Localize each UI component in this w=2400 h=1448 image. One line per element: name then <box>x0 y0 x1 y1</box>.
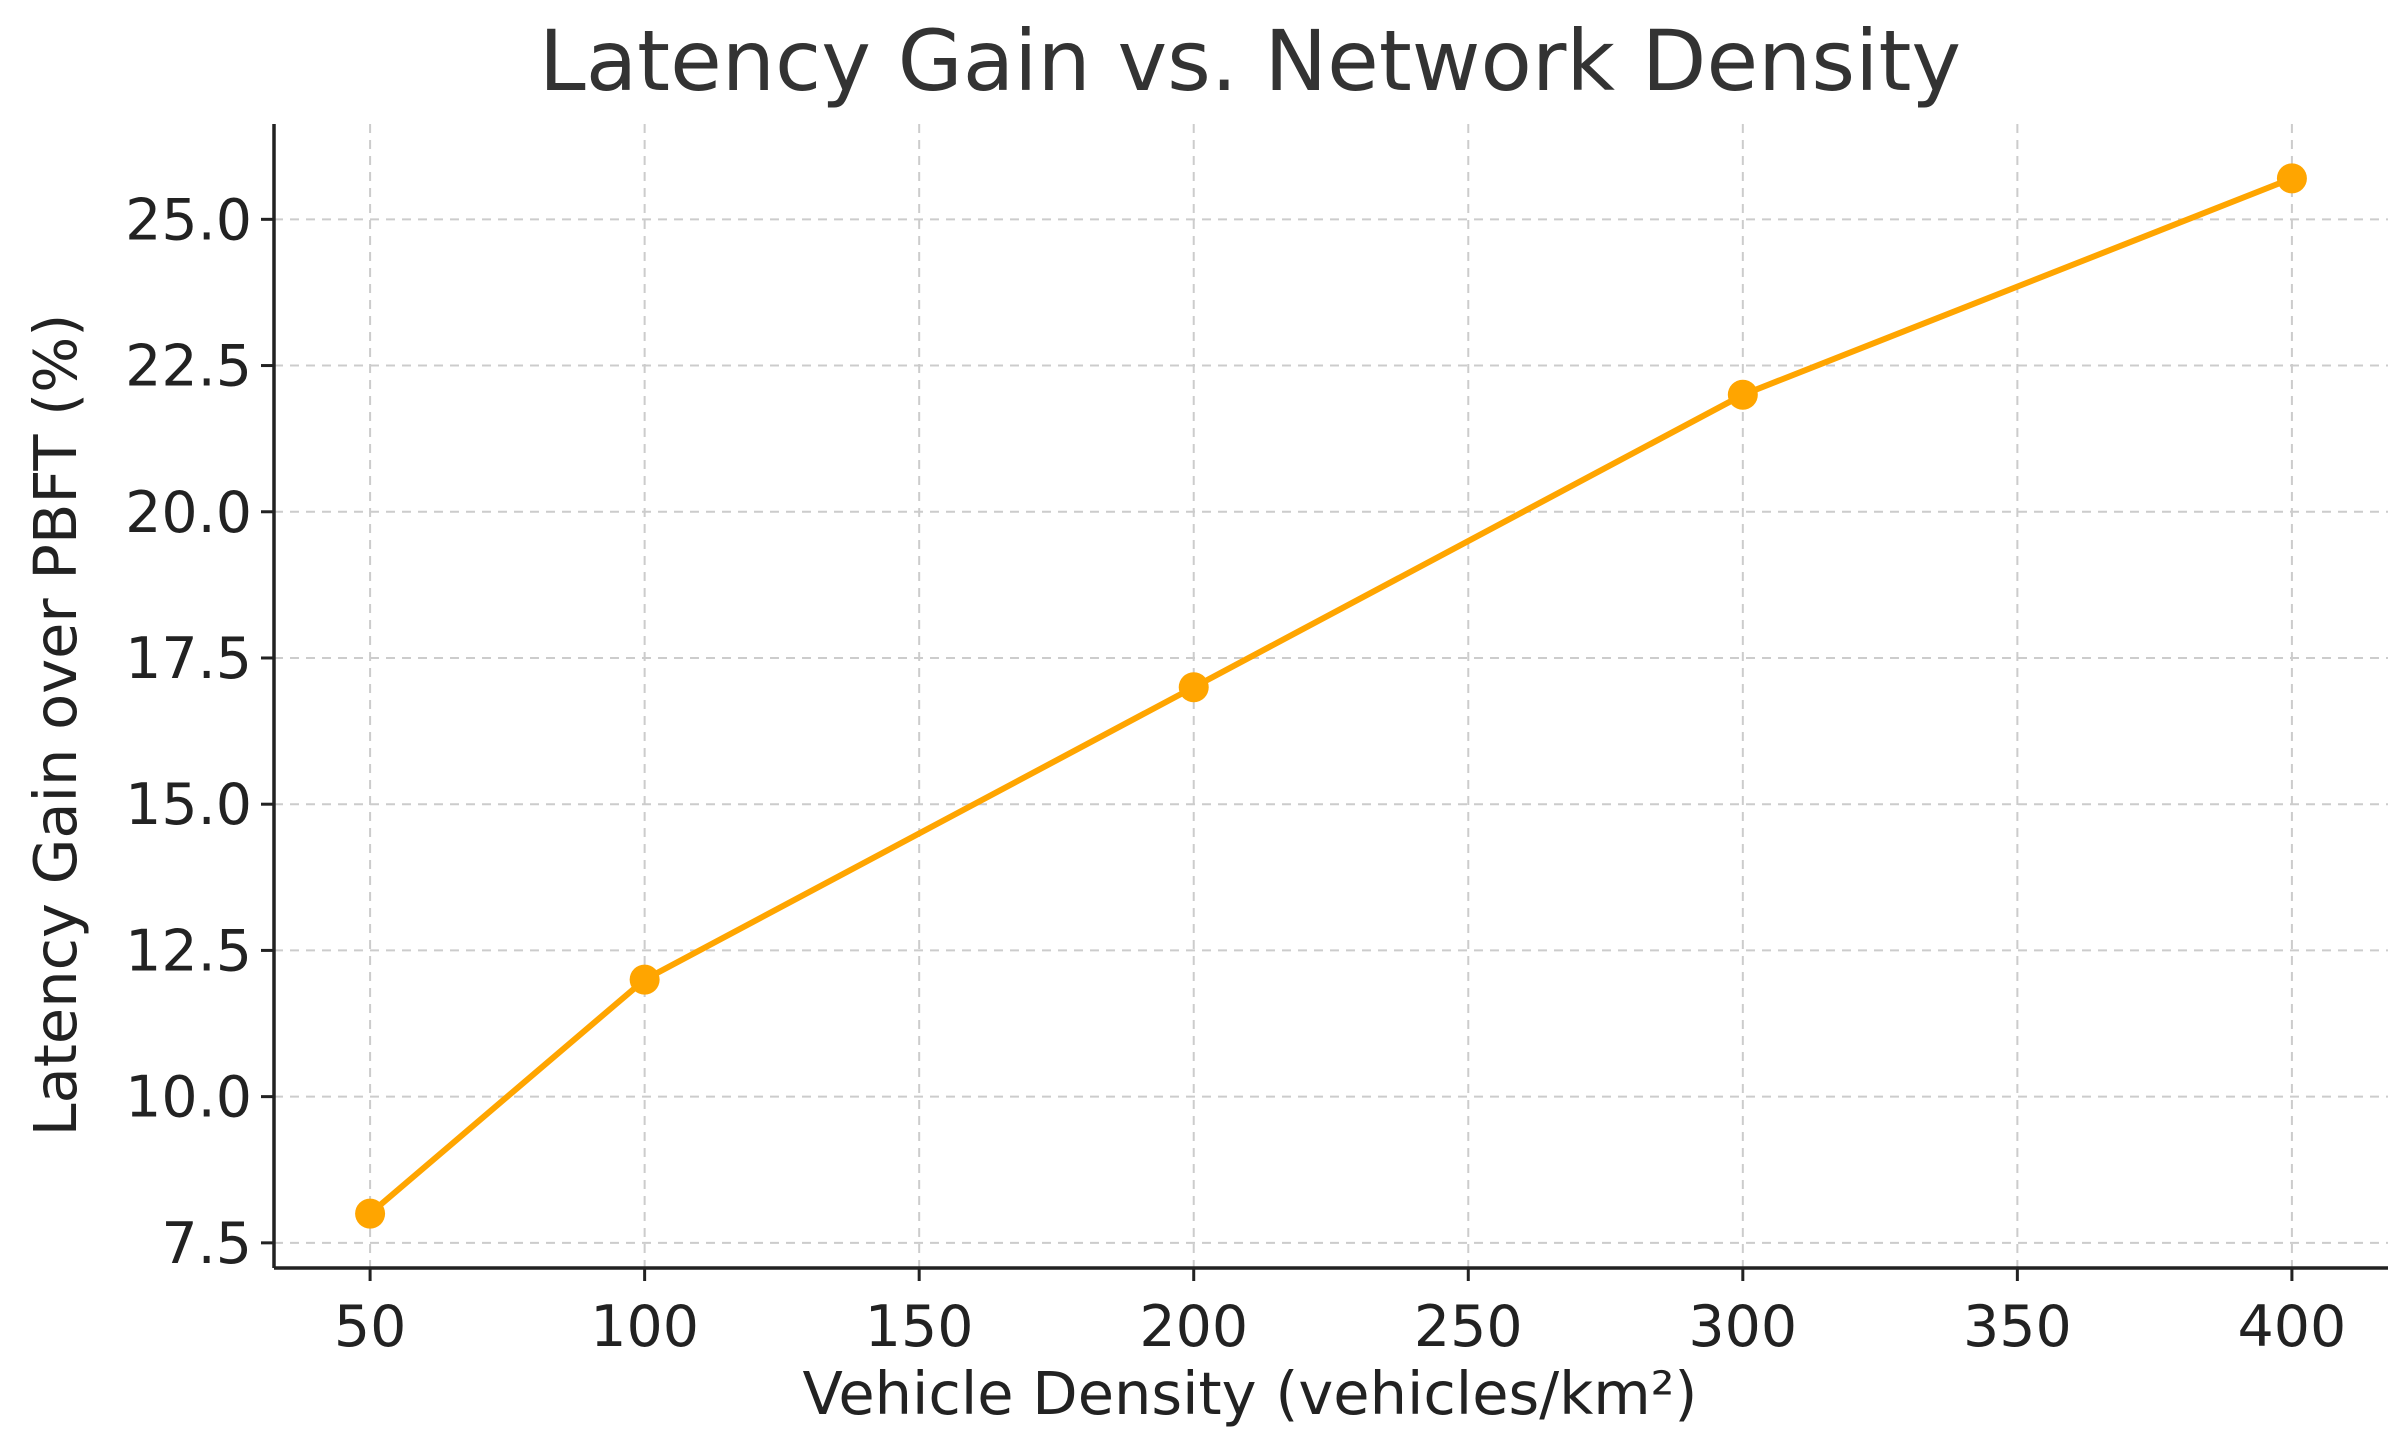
x-axis-title: Vehicle Density (vehicles/km²) <box>803 1359 1698 1428</box>
y-tick-label: 22.5 <box>125 334 252 400</box>
grid <box>274 124 2388 1268</box>
series-group <box>355 163 2307 1229</box>
y-tick-label: 15.0 <box>125 772 252 838</box>
x-tick-label: 300 <box>1688 1294 1797 1360</box>
y-tick-label: 7.5 <box>161 1211 252 1277</box>
x-tick-label: 150 <box>865 1294 974 1360</box>
y-tick-label: 25.0 <box>125 187 252 253</box>
data-point <box>629 964 660 995</box>
series-line <box>367 175 2295 1217</box>
y-tick-label: 17.5 <box>125 626 252 692</box>
x-tick-label: 400 <box>2238 1294 2347 1360</box>
x-tick-label: 250 <box>1414 1294 1523 1360</box>
y-tick-label: 12.5 <box>125 918 252 984</box>
chart-title: Latency Gain vs. Network Density <box>539 12 1961 110</box>
y-tick-label: 10.0 <box>125 1065 252 1131</box>
data-point <box>1727 379 1758 410</box>
axes: 50 100 150 200 250 300 350 400 7.5 10.0 12.5 15.0 17… <box>125 124 2388 1360</box>
y-axis-title: Latency Gain over PBFT (%) <box>21 314 90 1137</box>
y-tick-label: 20.0 <box>125 480 252 546</box>
x-tick-label: 350 <box>1963 1294 2072 1360</box>
x-tick-label: 50 <box>334 1294 407 1360</box>
data-point <box>1178 672 1209 703</box>
x-tick-label: 100 <box>590 1294 699 1360</box>
data-point <box>2276 163 2307 194</box>
data-point <box>355 1198 386 1229</box>
x-tick-label: 200 <box>1139 1294 1248 1360</box>
